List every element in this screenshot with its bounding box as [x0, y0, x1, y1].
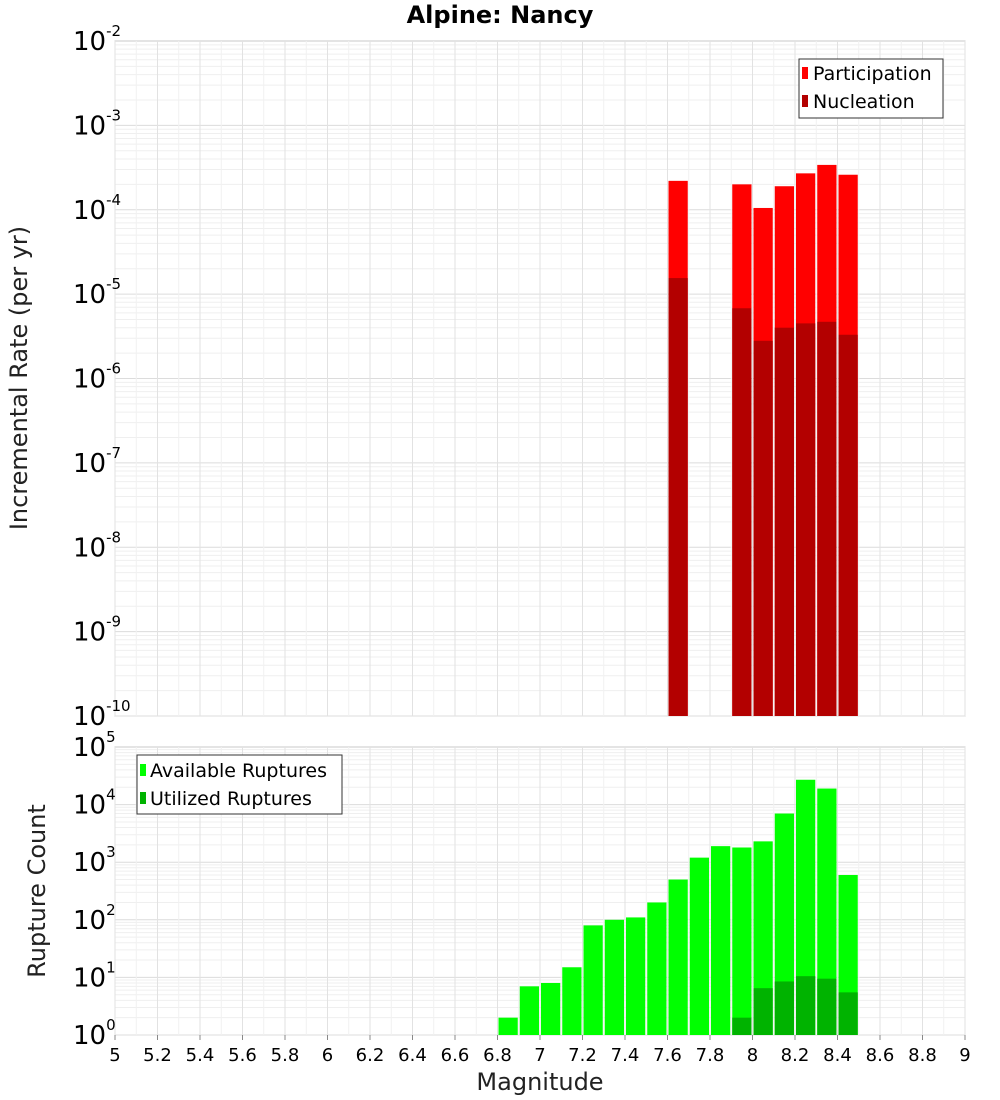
- y-tick-label: 102: [73, 901, 116, 936]
- rate-y-axis-label: Incremental Rate (per yr): [5, 226, 33, 530]
- magnitude-x-ticks: 5 5.2 5.4 5.6 5.8 6 6.2 6.4 6.6 6.8 7 7.2 7.4 7.6 7.8 8…: [109, 1035, 971, 1066]
- y-tick-label: 10-5: [73, 275, 121, 310]
- count-panel: 100 101 102 103 104 105 5 5.2 5.4 5.6 5.8 6 6.2 6.4 6…: [23, 728, 971, 1096]
- bar-available-ruptures: [519, 986, 539, 1035]
- y-tick-label: 10-3: [73, 106, 121, 141]
- count-legend-box: [136, 754, 343, 815]
- x-tick-label: 7.6: [653, 1045, 682, 1066]
- count-bars: [498, 779, 858, 1035]
- bar-available-ruptures: [541, 982, 561, 1035]
- count-y-ticks: 100 101 102 103 104 105: [73, 728, 116, 1051]
- x-tick-label: 7.8: [696, 1045, 725, 1066]
- legend-label-utilized: Utilized Ruptures: [150, 788, 312, 810]
- y-tick-label: 100: [73, 1016, 116, 1051]
- legend-swatch-utilized: [140, 792, 146, 804]
- rate-grid: [114, 41, 966, 717]
- legend-swatch-available: [140, 764, 146, 776]
- x-tick-label: 5.8: [271, 1045, 300, 1066]
- bar-available-ruptures: [817, 788, 837, 1035]
- count-legend: Available Ruptures Utilized Ruptures: [136, 754, 343, 815]
- rate-legend: Participation Nucleation: [798, 58, 944, 119]
- bar-utilized-ruptures: [838, 992, 858, 1035]
- x-tick-label: 8.2: [781, 1045, 810, 1066]
- bar-available-ruptures: [647, 902, 667, 1035]
- rate-y-ticks: 10-10 10-9 10-8 10-7 10-6 10-5 10-4 10-3 10-2: [73, 22, 131, 732]
- x-tick-label: 5.4: [186, 1045, 215, 1066]
- bar-nucleation: [817, 321, 837, 716]
- x-tick-label: 6.2: [356, 1045, 385, 1066]
- x-tick-label: 6.8: [483, 1045, 512, 1066]
- legend-swatch-participation: [802, 67, 808, 79]
- bar-available-ruptures: [711, 846, 731, 1035]
- count-y-axis-label: Rupture Count: [23, 804, 51, 978]
- chart-title: Alpine: Nancy: [407, 1, 594, 29]
- y-tick-label: 103: [73, 843, 116, 878]
- bar-available-ruptures: [689, 857, 709, 1035]
- bar-available-ruptures: [668, 879, 688, 1035]
- x-tick-label: 8: [747, 1045, 758, 1066]
- bar-nucleation: [753, 340, 773, 716]
- y-tick-label: 10-6: [73, 360, 121, 395]
- legend-label-participation: Participation: [813, 63, 932, 85]
- bar-available-ruptures: [732, 847, 752, 1035]
- bar-utilized-ruptures: [774, 981, 794, 1035]
- bar-available-ruptures: [604, 919, 624, 1035]
- bar-available-ruptures: [498, 1017, 518, 1035]
- y-tick-label: 10-4: [73, 191, 121, 226]
- y-tick-label: 10-9: [73, 613, 121, 648]
- y-tick-label: 10-8: [73, 528, 121, 563]
- bar-available-ruptures: [583, 925, 603, 1035]
- x-tick-label: 7.4: [611, 1045, 640, 1066]
- rate-bars: [668, 164, 858, 717]
- bar-available-ruptures: [626, 917, 646, 1035]
- bar-available-ruptures: [796, 779, 816, 1035]
- x-tick-label: 7: [534, 1045, 545, 1066]
- y-tick-label: 105: [73, 728, 116, 763]
- y-tick-label: 10-7: [73, 444, 121, 479]
- bar-nucleation: [732, 308, 752, 716]
- y-tick-label: 101: [73, 958, 116, 993]
- legend-label-available: Available Ruptures: [150, 760, 327, 782]
- x-tick-label: 6.6: [441, 1045, 470, 1066]
- x-tick-label: 5: [109, 1045, 120, 1066]
- bar-nucleation: [668, 278, 688, 716]
- legend-label-nucleation: Nucleation: [813, 91, 915, 113]
- x-tick-label: 8.6: [866, 1045, 895, 1066]
- x-tick-label: 5.2: [143, 1045, 172, 1066]
- bar-utilized-ruptures: [732, 1017, 752, 1035]
- y-tick-label: 104: [73, 786, 116, 821]
- x-tick-label: 6: [322, 1045, 333, 1066]
- bar-utilized-ruptures: [796, 976, 816, 1035]
- x-tick-label: 7.2: [568, 1045, 597, 1066]
- bar-available-ruptures: [753, 841, 773, 1035]
- x-axis-label: Magnitude: [476, 1068, 603, 1096]
- bar-utilized-ruptures: [817, 978, 837, 1035]
- y-tick-label: 10-10: [73, 697, 131, 732]
- x-tick-label: 6.4: [398, 1045, 427, 1066]
- y-tick-label: 10-2: [73, 22, 121, 57]
- bar-available-ruptures: [774, 813, 794, 1035]
- x-tick-label: 8.4: [823, 1045, 852, 1066]
- x-tick-label: 5.6: [228, 1045, 257, 1066]
- legend-swatch-nucleation: [802, 95, 808, 107]
- rate-panel: 10-10 10-9 10-8 10-7 10-6 10-5 10-4 10-3 10-2 In…: [5, 22, 966, 732]
- bar-nucleation: [796, 323, 816, 716]
- bar-available-ruptures: [562, 967, 582, 1035]
- bar-utilized-ruptures: [753, 988, 773, 1035]
- x-tick-label: 8.8: [908, 1045, 937, 1066]
- x-tick-label: 9: [959, 1045, 970, 1066]
- rate-legend-box: [798, 58, 944, 119]
- bar-nucleation: [774, 327, 794, 716]
- bar-nucleation: [838, 334, 858, 716]
